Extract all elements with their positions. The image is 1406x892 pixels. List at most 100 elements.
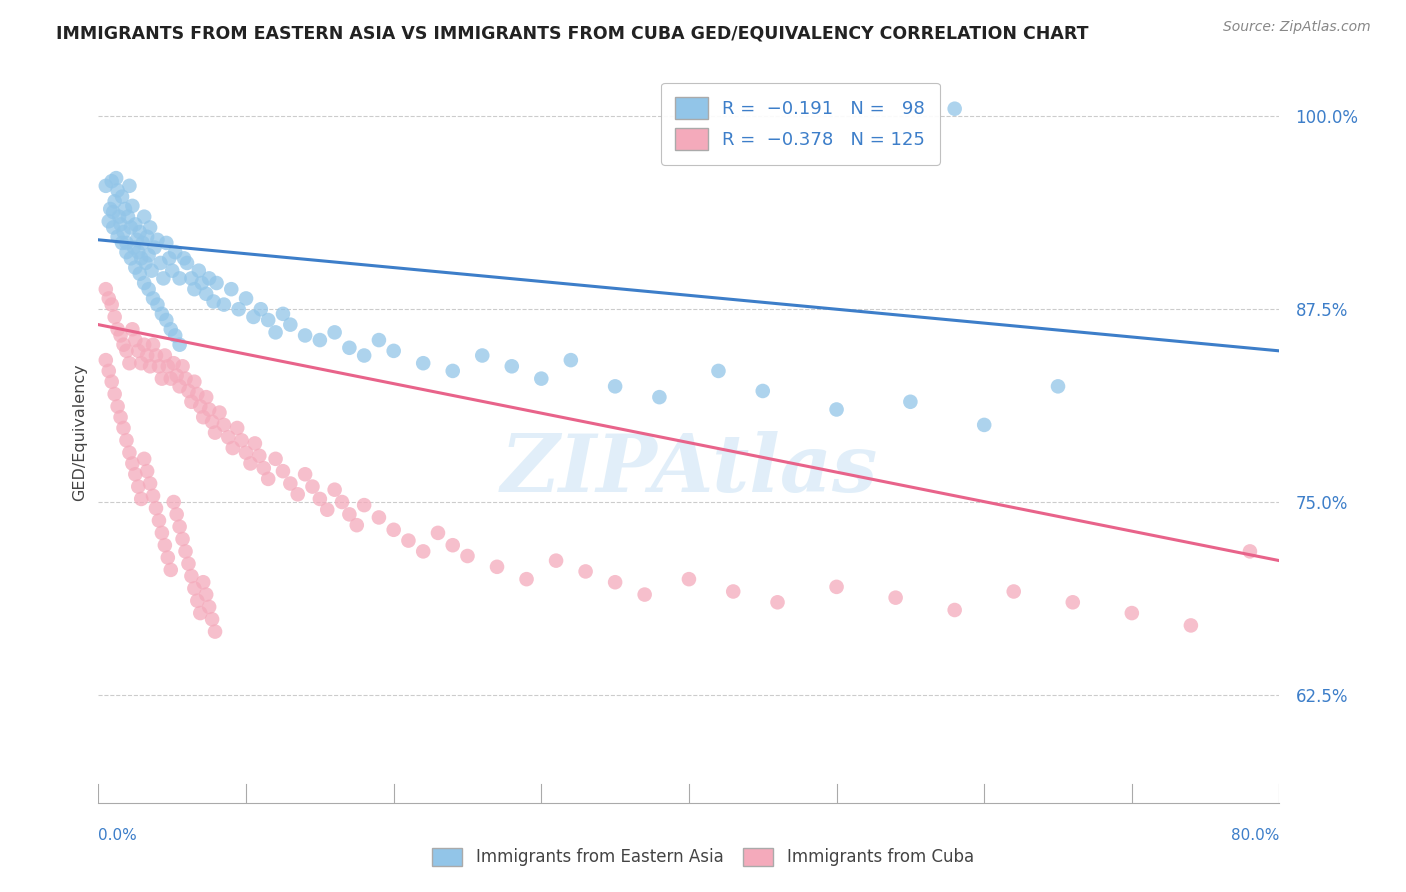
- Point: [195, 588, 218, 602]
- Point: [124, 333, 146, 347]
- Point: [159, 322, 181, 336]
- Point: [201, 612, 224, 626]
- Point: [183, 375, 205, 389]
- Point: [228, 302, 250, 317]
- Point: [516, 572, 538, 586]
- Point: [129, 356, 152, 370]
- Point: [127, 245, 149, 260]
- Point: [110, 328, 132, 343]
- Point: [222, 441, 245, 455]
- Point: [180, 394, 202, 409]
- Point: [212, 417, 235, 432]
- Point: [723, 584, 745, 599]
- Point: [188, 400, 211, 414]
- Point: [121, 457, 143, 471]
- Point: [205, 276, 228, 290]
- Point: [166, 368, 188, 383]
- Point: [153, 349, 176, 363]
- Point: [486, 559, 509, 574]
- Point: [226, 421, 249, 435]
- Point: [353, 498, 375, 512]
- Point: [166, 508, 188, 522]
- Point: [280, 318, 302, 332]
- Point: [100, 174, 122, 188]
- Point: [121, 322, 143, 336]
- Point: [198, 271, 221, 285]
- Point: [457, 549, 479, 563]
- Point: [174, 544, 197, 558]
- Point: [150, 371, 173, 385]
- Point: [943, 603, 966, 617]
- Point: [169, 337, 191, 351]
- Point: [98, 202, 121, 216]
- Point: [169, 379, 191, 393]
- Point: [134, 276, 156, 290]
- Point: [825, 402, 848, 417]
- Point: [128, 225, 150, 239]
- Point: [145, 501, 167, 516]
- Point: [546, 554, 568, 568]
- Point: [634, 588, 657, 602]
- Point: [146, 233, 169, 247]
- Point: [135, 256, 157, 270]
- Point: [884, 591, 907, 605]
- Point: [121, 199, 143, 213]
- Point: [339, 341, 361, 355]
- Point: [177, 384, 200, 398]
- Point: [156, 359, 179, 374]
- Point: [247, 449, 270, 463]
- Y-axis label: GED/Equivalency: GED/Equivalency: [72, 364, 87, 501]
- Point: [766, 595, 789, 609]
- Point: [107, 184, 129, 198]
- Point: [243, 436, 266, 450]
- Point: [100, 375, 122, 389]
- Point: [111, 235, 134, 250]
- Text: Source: ZipAtlas.com: Source: ZipAtlas.com: [1223, 20, 1371, 34]
- Point: [112, 225, 135, 239]
- Point: [183, 282, 205, 296]
- Point: [97, 364, 120, 378]
- Point: [204, 425, 226, 440]
- Point: [165, 245, 187, 260]
- Point: [110, 218, 132, 232]
- Point: [142, 489, 165, 503]
- Point: [142, 292, 165, 306]
- Point: [202, 294, 225, 309]
- Point: [112, 421, 135, 435]
- Point: [107, 400, 129, 414]
- Point: [115, 235, 138, 250]
- Point: [412, 356, 434, 370]
- Point: [139, 476, 162, 491]
- Point: [105, 171, 128, 186]
- Point: [97, 292, 120, 306]
- Point: [441, 538, 464, 552]
- Point: [139, 359, 162, 374]
- Point: [117, 210, 139, 224]
- Point: [115, 343, 138, 358]
- Point: [1002, 584, 1025, 599]
- Point: [124, 467, 146, 482]
- Point: [157, 252, 180, 266]
- Point: [110, 410, 132, 425]
- Point: [382, 343, 405, 358]
- Point: [104, 194, 127, 209]
- Point: [127, 343, 149, 358]
- Point: [193, 410, 215, 425]
- Point: [973, 417, 995, 432]
- Point: [201, 415, 224, 429]
- Point: [1180, 618, 1202, 632]
- Point: [118, 178, 141, 193]
- Point: [155, 235, 177, 250]
- Point: [94, 178, 117, 193]
- Point: [271, 464, 294, 478]
- Point: [128, 267, 150, 281]
- Point: [287, 487, 309, 501]
- Point: [163, 495, 186, 509]
- Point: [172, 359, 194, 374]
- Point: [94, 353, 117, 368]
- Point: [678, 572, 700, 586]
- Point: [136, 349, 159, 363]
- Point: [257, 313, 280, 327]
- Point: [752, 384, 775, 398]
- Point: [124, 218, 146, 232]
